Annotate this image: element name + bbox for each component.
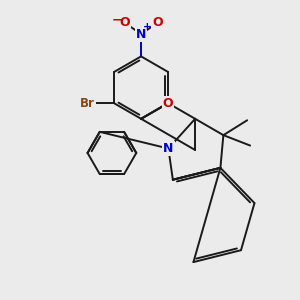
Text: N: N: [136, 28, 146, 40]
Text: +: +: [143, 22, 152, 32]
Text: O: O: [152, 16, 163, 29]
Text: −: −: [112, 14, 123, 27]
Text: O: O: [119, 16, 130, 29]
Text: Br: Br: [80, 97, 95, 110]
Text: O: O: [163, 97, 173, 110]
Text: N: N: [163, 142, 174, 155]
